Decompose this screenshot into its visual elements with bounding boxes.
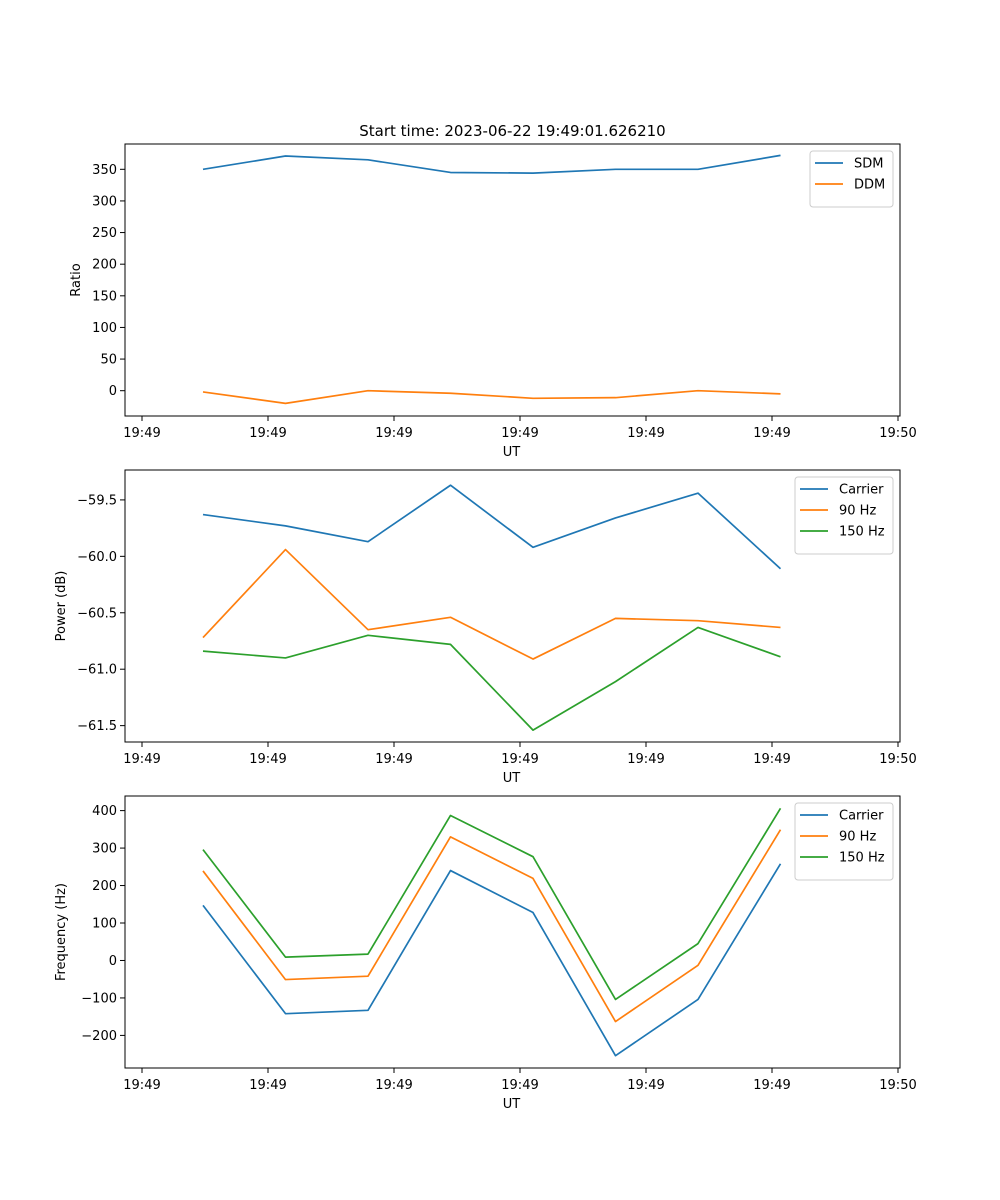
y-tick-label: 100 xyxy=(92,321,117,336)
x-axis-label: UT xyxy=(503,445,521,460)
x-axis-label: UT xyxy=(503,1097,521,1112)
legend-label: 90 Hz xyxy=(839,830,876,845)
y-tick-label: 50 xyxy=(100,353,117,368)
legend: SDM DDM xyxy=(809,150,894,208)
x-tick-label: 19:49 xyxy=(249,426,286,441)
x-tick-label: 19:49 xyxy=(627,426,664,441)
chart-panel-3: 19:49 19:49 19:49 19:49 19:49 19:49 19:50 −200 −… xyxy=(54,795,917,1112)
series-line-carrier xyxy=(202,484,782,570)
legend-box xyxy=(794,802,894,881)
x-tick-label: 19:49 xyxy=(123,1078,160,1093)
series-line-150-hz xyxy=(202,626,781,732)
y-tick-label: −61.5 xyxy=(77,719,117,734)
x-tick-label: 19:50 xyxy=(879,752,916,767)
y-tick-label: 0 xyxy=(109,384,117,399)
x-tick-label: 19:49 xyxy=(375,1078,412,1093)
y-tick-label: −61.0 xyxy=(77,663,117,678)
x-tick-label: 19:49 xyxy=(501,1078,538,1093)
y-tick-label: 300 xyxy=(92,842,117,857)
y-axis-label: Frequency (Hz) xyxy=(54,883,69,981)
series-line-carrier xyxy=(202,863,782,1057)
series-line-ddm xyxy=(202,389,781,405)
y-tick-label: 100 xyxy=(92,917,117,932)
x-tick-label: 19:49 xyxy=(249,752,286,767)
x-tick-label: 19:49 xyxy=(627,752,664,767)
legend-label: 150 Hz xyxy=(839,525,885,540)
y-tick-label: 150 xyxy=(92,289,117,304)
y-tick-label: 200 xyxy=(92,258,117,273)
x-axis-label: UT xyxy=(503,771,521,786)
x-tick-label: 19:49 xyxy=(123,426,160,441)
x-tick-label: 19:49 xyxy=(375,752,412,767)
chart-title: Start time: 2023-06-22 19:49:01.626210 xyxy=(359,122,665,140)
x-tick-label: 19:49 xyxy=(627,1078,664,1093)
y-tick-label: 300 xyxy=(92,194,117,209)
axes-frame xyxy=(124,795,901,1069)
chart-panel-1: Start time: 2023-06-22 19:49:01.626210 19… xyxy=(69,122,917,460)
x-tick-label: 19:49 xyxy=(501,752,538,767)
axes-frame xyxy=(124,143,901,417)
legend-label: 90 Hz xyxy=(839,504,876,519)
series-line-sdm xyxy=(202,154,781,174)
y-tick-label: −59.5 xyxy=(77,493,117,508)
y-axis-label: Power (dB) xyxy=(54,571,69,642)
legend-label: Carrier xyxy=(839,809,884,824)
legend-label: Carrier xyxy=(839,483,884,498)
y-tick-label: 250 xyxy=(92,226,117,241)
x-tick-label: 19:50 xyxy=(879,1078,916,1093)
x-tick-label: 19:49 xyxy=(753,426,790,441)
y-tick-label: 200 xyxy=(92,879,117,894)
y-axis-label: Ratio xyxy=(69,263,84,296)
chart-panel-2: 19:49 19:49 19:49 19:49 19:49 19:49 19:50 −59.5… xyxy=(54,469,917,786)
legend-label: 150 Hz xyxy=(839,851,885,866)
series-line-150-hz xyxy=(202,807,782,1001)
x-tick-label: 19:49 xyxy=(249,1078,286,1093)
legend-box xyxy=(809,150,894,208)
series-line-90-hz xyxy=(202,829,782,1023)
x-tick-label: 19:50 xyxy=(879,426,916,441)
legend-label: SDM xyxy=(854,157,883,172)
axes-frame xyxy=(124,469,901,743)
legend-box xyxy=(794,476,894,555)
legend-label: DDM xyxy=(854,178,885,193)
y-tick-label: −200 xyxy=(81,1029,117,1044)
x-tick-label: 19:49 xyxy=(123,752,160,767)
legend: Carrier 90 Hz 150 Hz xyxy=(794,476,894,555)
series-line-90-hz xyxy=(202,548,781,660)
y-tick-label: −100 xyxy=(81,991,117,1006)
x-tick-label: 19:49 xyxy=(753,752,790,767)
x-tick-label: 19:49 xyxy=(501,426,538,441)
y-tick-label: −60.5 xyxy=(77,606,117,621)
x-tick-label: 19:49 xyxy=(375,426,412,441)
y-tick-label: −60.0 xyxy=(77,550,117,565)
y-tick-label: 400 xyxy=(92,804,117,819)
y-tick-label: 350 xyxy=(92,163,117,178)
legend: Carrier 90 Hz 150 Hz xyxy=(794,802,894,881)
x-tick-label: 19:49 xyxy=(753,1078,790,1093)
y-tick-label: 0 xyxy=(109,954,117,969)
